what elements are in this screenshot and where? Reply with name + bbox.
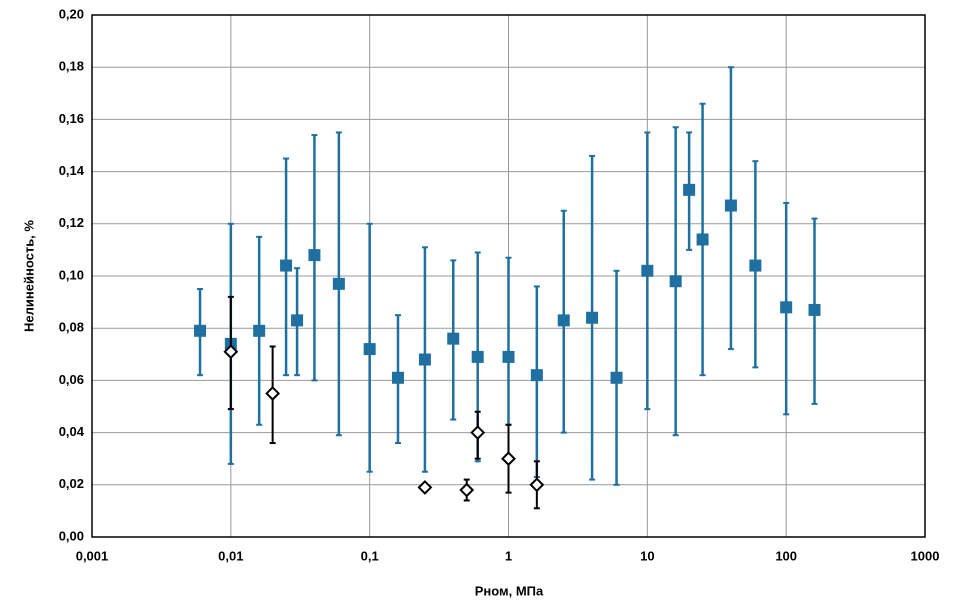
y-tick-label: 0,00 <box>59 528 84 543</box>
y-axis-label: Нелинейность, % <box>21 220 36 332</box>
point <box>194 324 207 337</box>
point <box>459 482 475 498</box>
point <box>417 479 433 495</box>
point <box>669 275 682 288</box>
point <box>447 332 460 345</box>
x-tick-label: 1 <box>505 548 512 563</box>
y-tick-label: 0,10 <box>59 267 84 282</box>
point <box>253 324 266 337</box>
point <box>470 425 486 441</box>
point <box>529 477 545 493</box>
point <box>610 371 623 384</box>
point <box>586 311 599 324</box>
x-tick-label: 0,01 <box>218 548 243 563</box>
point <box>557 314 570 327</box>
y-tick-label: 0,18 <box>59 59 84 74</box>
y-tick-label: 0,16 <box>59 111 84 126</box>
y-tick-label: 0,06 <box>59 372 84 387</box>
x-tick-label: 100 <box>775 548 797 563</box>
point <box>332 277 345 290</box>
y-tick-label: 0,12 <box>59 215 84 230</box>
point <box>223 344 239 360</box>
y-tick-label: 0,08 <box>59 320 84 335</box>
point <box>291 314 304 327</box>
point <box>363 343 376 356</box>
point <box>392 371 405 384</box>
x-axis-label: Рном, МПа <box>475 583 544 598</box>
x-tick-label: 10 <box>640 548 654 563</box>
point <box>471 350 484 363</box>
point <box>683 183 696 196</box>
point <box>265 386 281 401</box>
point <box>641 264 654 277</box>
point <box>418 353 431 366</box>
point <box>501 451 516 467</box>
point <box>780 301 793 314</box>
point <box>696 233 709 246</box>
point <box>502 350 515 363</box>
y-tick-label: 0,14 <box>59 163 85 178</box>
x-tick-label: 0,1 <box>361 548 379 563</box>
x-tick-label: 0,001 <box>76 548 109 563</box>
point <box>530 369 543 382</box>
y-tick-label: 0,02 <box>59 476 84 491</box>
y-tick-label: 0,20 <box>59 6 84 21</box>
point <box>749 259 762 272</box>
x-tick-label: 1000 <box>911 548 940 563</box>
plot-border <box>91 14 926 538</box>
point <box>808 303 821 316</box>
point <box>724 199 737 212</box>
y-tick-label: 0,04 <box>59 424 85 439</box>
point <box>280 259 293 272</box>
point <box>308 249 321 262</box>
